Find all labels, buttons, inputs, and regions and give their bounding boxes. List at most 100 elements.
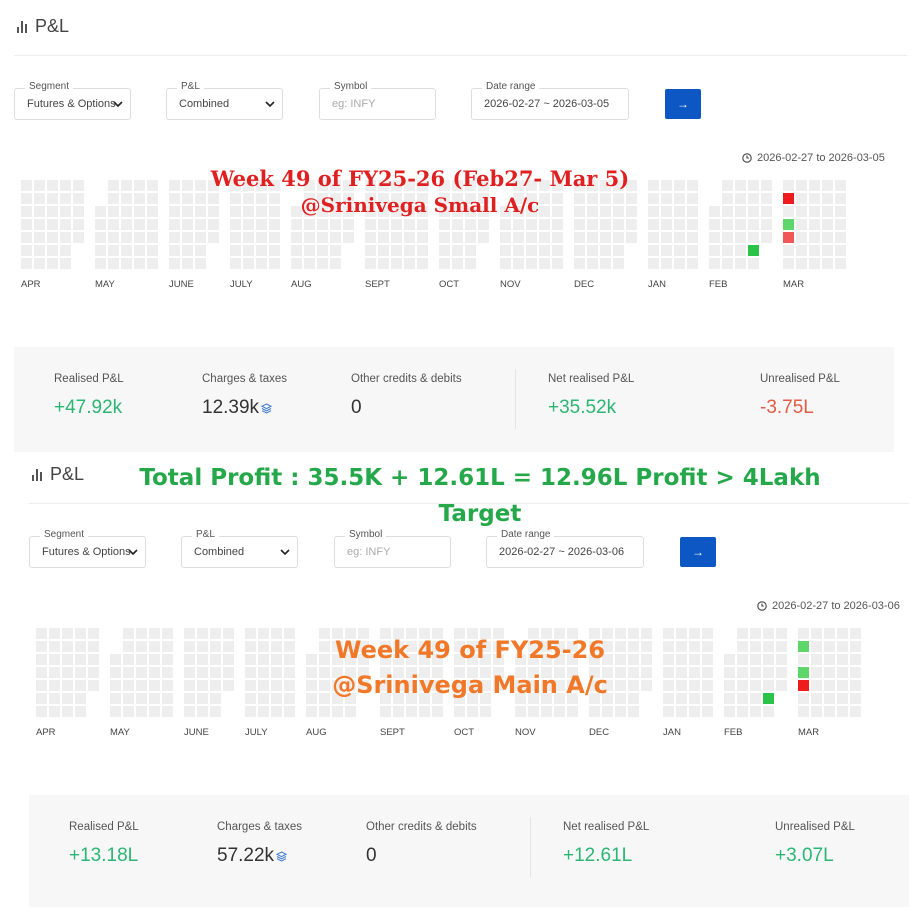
- heatmap-day-cell[interactable]: [197, 680, 208, 691]
- heatmap-day-cell[interactable]: [184, 628, 195, 639]
- heatmap-day-cell[interactable]: [121, 219, 132, 230]
- heatmap-day-cell[interactable]: [136, 667, 147, 678]
- heatmap-day-cell[interactable]: [284, 706, 295, 717]
- heatmap-day-cell[interactable]: [850, 693, 861, 704]
- heatmap-day-cell[interactable]: [223, 654, 234, 665]
- heatmap-day-cell[interactable]: [304, 206, 315, 217]
- heatmap-day-cell[interactable]: [258, 706, 269, 717]
- heatmap-day-cell[interactable]: [304, 180, 315, 191]
- heatmap-day-cell[interactable]: [661, 219, 672, 230]
- heatmap-day-cell[interactable]: [345, 628, 356, 639]
- heatmap-day-cell[interactable]: [404, 258, 415, 269]
- heatmap-day-cell[interactable]: [600, 206, 611, 217]
- heatmap-day-cell[interactable]: [75, 654, 86, 665]
- heatmap-day-cell[interactable]: [776, 628, 787, 639]
- heatmap-day-cell[interactable]: [258, 667, 269, 678]
- heatmap-day-cell[interactable]: [822, 180, 833, 191]
- heatmap-day-cell[interactable]: [393, 654, 404, 665]
- heatmap-day-cell[interactable]: [62, 654, 73, 665]
- heatmap-day-cell[interactable]: [641, 641, 652, 652]
- heatmap-day-cell[interactable]: [147, 219, 158, 230]
- heatmap-day-cell[interactable]: [121, 206, 132, 217]
- heatmap-day-cell[interactable]: [208, 219, 219, 230]
- heatmap-day-cell[interactable]: [21, 206, 32, 217]
- heatmap-day-cell[interactable]: [709, 232, 720, 243]
- heatmap-day-cell[interactable]: [75, 693, 86, 704]
- heatmap-day-cell[interactable]: [284, 667, 295, 678]
- heatmap-day-cell[interactable]: [811, 693, 822, 704]
- heatmap-day-cell[interactable]: [783, 232, 794, 243]
- heatmap-day-cell[interactable]: [567, 628, 578, 639]
- heatmap-day-cell[interactable]: [709, 258, 720, 269]
- heatmap-day-cell[interactable]: [467, 693, 478, 704]
- heatmap-day-cell[interactable]: [60, 232, 71, 243]
- heatmap-day-cell[interactable]: [454, 654, 465, 665]
- heatmap-day-cell[interactable]: [567, 706, 578, 717]
- heatmap-day-cell[interactable]: [783, 180, 794, 191]
- heatmap-day-cell[interactable]: [467, 680, 478, 691]
- heatmap-day-cell[interactable]: [615, 680, 626, 691]
- heatmap-day-cell[interactable]: [317, 193, 328, 204]
- heatmap-day-cell[interactable]: [197, 693, 208, 704]
- heatmap-day-cell[interactable]: [332, 680, 343, 691]
- heatmap-day-cell[interactable]: [513, 193, 524, 204]
- heatmap-day-cell[interactable]: [809, 206, 820, 217]
- heatmap-day-cell[interactable]: [230, 219, 241, 230]
- heatmap-day-cell[interactable]: [809, 193, 820, 204]
- heatmap-day-cell[interactable]: [271, 628, 282, 639]
- heatmap-day-cell[interactable]: [539, 219, 550, 230]
- heatmap-day-cell[interactable]: [478, 232, 489, 243]
- heatmap-day-cell[interactable]: [552, 193, 563, 204]
- heatmap-day-cell[interactable]: [552, 180, 563, 191]
- heatmap-day-cell[interactable]: [439, 193, 450, 204]
- heatmap-day-cell[interactable]: [291, 206, 302, 217]
- heatmap-day-cell[interactable]: [589, 706, 600, 717]
- heatmap-day-cell[interactable]: [75, 680, 86, 691]
- heatmap-day-cell[interactable]: [358, 641, 369, 652]
- heatmap-day-cell[interactable]: [648, 206, 659, 217]
- heatmap-day-cell[interactable]: [378, 232, 389, 243]
- heatmap-day-cell[interactable]: [243, 193, 254, 204]
- heatmap-day-cell[interactable]: [269, 193, 280, 204]
- heatmap-day-cell[interactable]: [73, 206, 84, 217]
- heatmap-day-cell[interactable]: [737, 706, 748, 717]
- heatmap-day-cell[interactable]: [541, 706, 552, 717]
- heatmap-day-cell[interactable]: [613, 245, 624, 256]
- heatmap-day-cell[interactable]: [552, 245, 563, 256]
- heatmap-day-cell[interactable]: [49, 667, 60, 678]
- heatmap-day-cell[interactable]: [796, 193, 807, 204]
- heatmap-day-cell[interactable]: [811, 680, 822, 691]
- heatmap-day-cell[interactable]: [121, 193, 132, 204]
- heatmap-day-cell[interactable]: [60, 245, 71, 256]
- heatmap-day-cell[interactable]: [663, 667, 674, 678]
- heatmap-day-cell[interactable]: [75, 667, 86, 678]
- heatmap-day-cell[interactable]: [648, 245, 659, 256]
- heatmap-day-cell[interactable]: [210, 680, 221, 691]
- heatmap-day-cell[interactable]: [587, 245, 598, 256]
- heatmap-day-cell[interactable]: [230, 245, 241, 256]
- heatmap-day-cell[interactable]: [761, 206, 772, 217]
- heatmap-day-cell[interactable]: [60, 258, 71, 269]
- heatmap-day-cell[interactable]: [702, 641, 713, 652]
- heatmap-day-cell[interactable]: [709, 206, 720, 217]
- heatmap-day-cell[interactable]: [822, 258, 833, 269]
- heatmap-day-cell[interactable]: [162, 628, 173, 639]
- heatmap-day-cell[interactable]: [554, 628, 565, 639]
- heatmap-day-cell[interactable]: [136, 680, 147, 691]
- heatmap-day-cell[interactable]: [88, 667, 99, 678]
- heatmap-day-cell[interactable]: [134, 219, 145, 230]
- heatmap-day-cell[interactable]: [319, 667, 330, 678]
- heatmap-day-cell[interactable]: [776, 641, 787, 652]
- heatmap-day-cell[interactable]: [750, 654, 761, 665]
- heatmap-day-cell[interactable]: [149, 654, 160, 665]
- heatmap-day-cell[interactable]: [454, 628, 465, 639]
- heatmap-day-cell[interactable]: [345, 654, 356, 665]
- heatmap-day-cell[interactable]: [661, 232, 672, 243]
- heatmap-day-cell[interactable]: [110, 693, 121, 704]
- heatmap-day-cell[interactable]: [195, 193, 206, 204]
- heatmap-day-cell[interactable]: [641, 654, 652, 665]
- heatmap-day-cell[interactable]: [709, 245, 720, 256]
- heatmap-day-cell[interactable]: [539, 258, 550, 269]
- heatmap-day-cell[interactable]: [258, 680, 269, 691]
- heatmap-day-cell[interactable]: [500, 245, 511, 256]
